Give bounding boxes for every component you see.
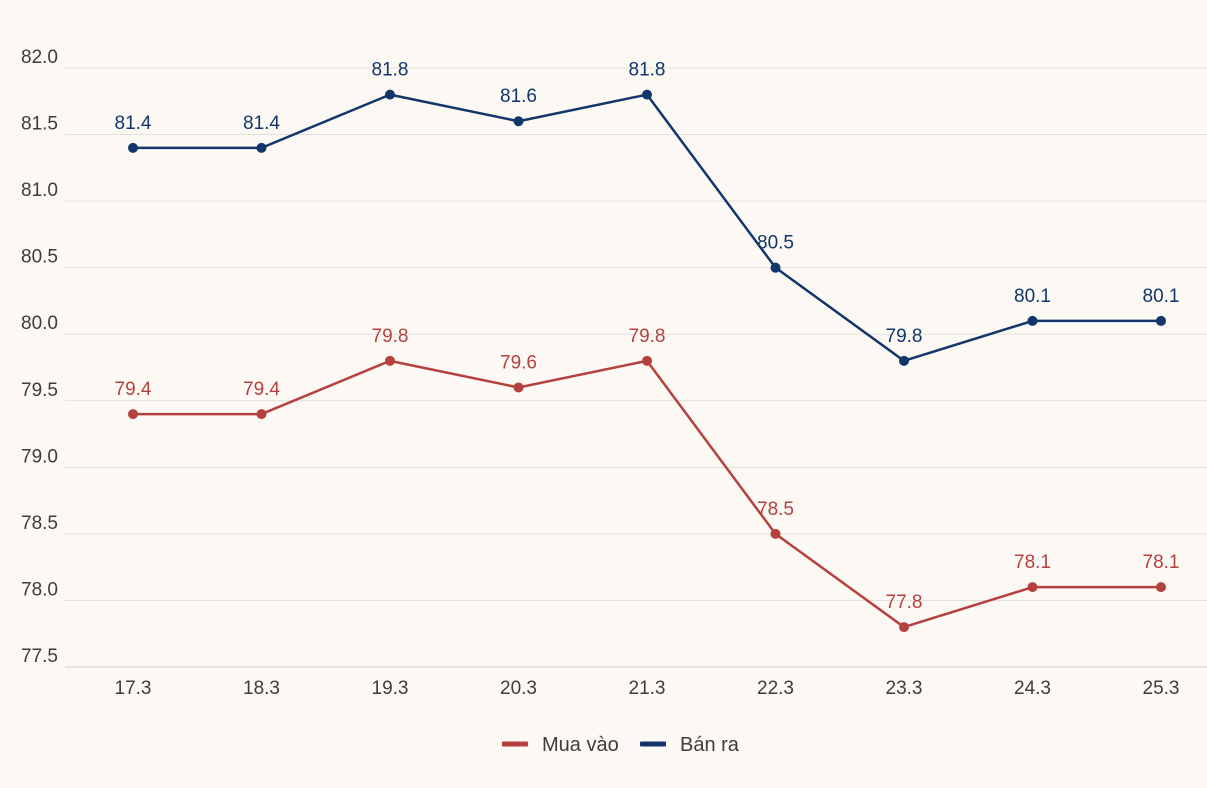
data-label: 79.6: [500, 352, 537, 373]
data-label: 77.8: [886, 592, 923, 613]
y-tick-label: 78.5: [21, 513, 58, 534]
data-label: 81.8: [372, 60, 409, 81]
y-tick-label: 80.5: [21, 247, 58, 268]
data-point: [1156, 582, 1166, 593]
gridlines: [65, 67, 1207, 668]
x-tick-label: 24.3: [1014, 678, 1051, 699]
data-point: [642, 89, 652, 100]
data-label: 78.1: [1143, 552, 1180, 573]
data-label: 79.8: [886, 326, 923, 347]
data-label: 79.8: [629, 326, 666, 347]
data-point: [256, 409, 267, 420]
series-group: [128, 89, 1166, 633]
x-tick-label: 18.3: [243, 678, 280, 699]
legend-label: Bán ra: [680, 734, 740, 756]
y-axis-ticks: 77.5 78.0 78.5 79.0 79.5 80.0 80.5 81.0 81.5 82.0: [21, 47, 58, 667]
legend-swatch: [640, 741, 666, 747]
data-point: [770, 528, 781, 539]
data-label: 80.5: [757, 233, 794, 254]
data-label: 81.6: [500, 86, 537, 107]
data-point: [1156, 315, 1166, 326]
y-tick-label: 81.0: [21, 180, 58, 201]
y-tick-label: 80.0: [21, 313, 58, 334]
y-tick-label: 78.0: [21, 579, 58, 600]
legend-label: Mua vào: [542, 734, 619, 756]
x-tick-label: 17.3: [115, 678, 152, 699]
data-point: [899, 355, 909, 366]
data-point: [770, 262, 781, 273]
data-point: [128, 409, 138, 420]
data-labels: 79.4 79.4 79.8 79.6 79.8 78.5 77.8 78.1 78.1 81.4…: [115, 60, 1180, 613]
x-tick-label: 25.3: [1143, 678, 1180, 699]
y-tick-label: 79.5: [21, 380, 58, 401]
data-point: [128, 142, 138, 153]
x-tick-label: 23.3: [886, 678, 923, 699]
x-tick-label: 21.3: [629, 678, 666, 699]
y-tick-label: 79.0: [21, 446, 58, 467]
data-label: 79.4: [243, 379, 280, 400]
data-point: [385, 355, 395, 366]
data-label: 79.4: [115, 379, 152, 400]
data-label: 78.5: [757, 499, 794, 520]
data-point: [1027, 582, 1038, 593]
data-point: [899, 622, 909, 633]
y-tick-label: 81.5: [21, 114, 58, 135]
data-label: 80.1: [1014, 286, 1051, 307]
x-tick-label: 19.3: [372, 678, 409, 699]
y-tick-label: 77.5: [21, 646, 58, 667]
legend: Mua vào Bán ra: [502, 734, 740, 756]
x-tick-label: 22.3: [757, 678, 794, 699]
data-label: 81.4: [243, 113, 280, 134]
data-label: 79.8: [372, 326, 409, 347]
x-axis-ticks: 17.3 18.3 19.3 20.3 21.3 22.3 23.3 24.3 25.3: [115, 678, 1180, 699]
data-point: [1027, 315, 1038, 326]
data-label: 81.8: [629, 60, 666, 81]
data-point: [513, 382, 524, 393]
legend-swatch: [502, 741, 528, 747]
x-tick-label: 20.3: [500, 678, 537, 699]
data-point: [256, 142, 267, 153]
data-point: [513, 116, 524, 127]
data-label: 81.4: [115, 113, 152, 134]
data-label: 80.1: [1143, 286, 1180, 307]
y-tick-label: 82.0: [21, 47, 58, 68]
data-label: 78.1: [1014, 552, 1051, 573]
data-point: [642, 355, 652, 366]
data-point: [385, 89, 395, 100]
